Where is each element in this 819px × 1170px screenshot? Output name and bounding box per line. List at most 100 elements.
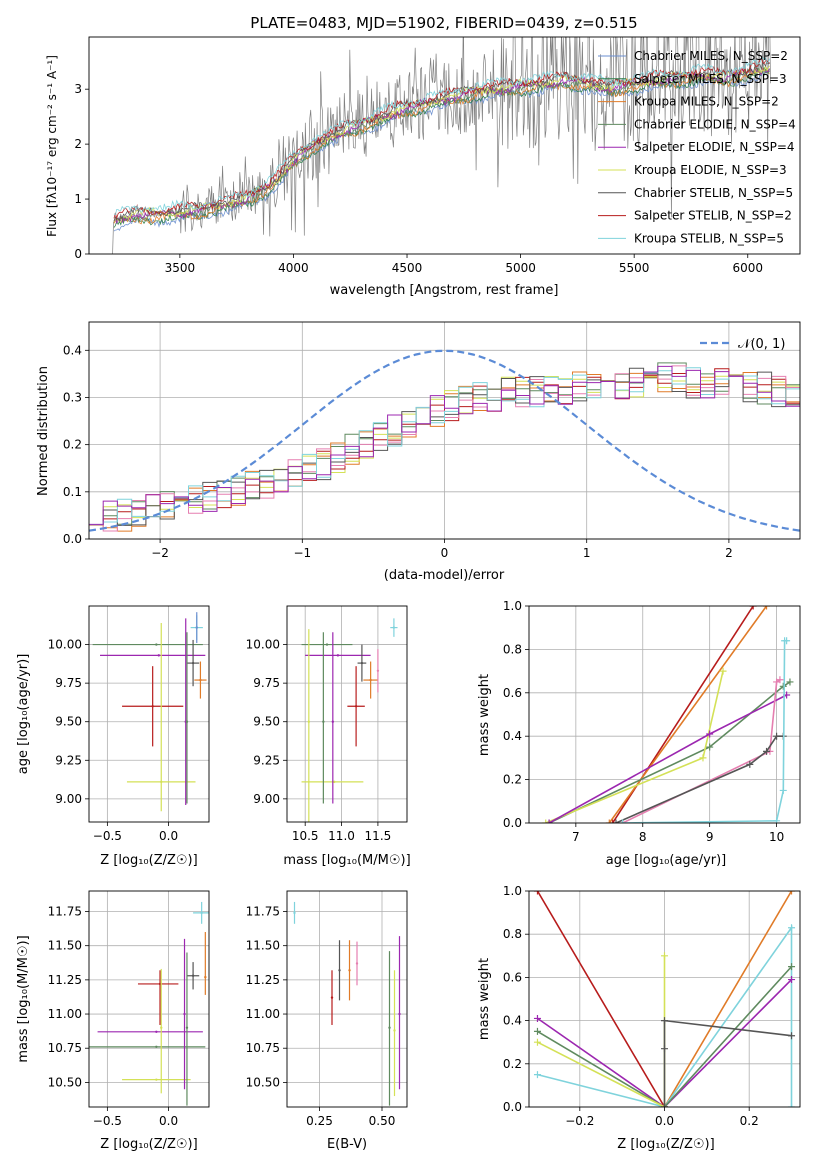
spectrum-xtick-label: 6000 [732, 261, 763, 275]
age-vs-z-ylabel: age [log₁₀(age/yr)] [16, 654, 31, 775]
age-vs-mass-point [376, 669, 380, 672]
normal-curve [89, 349, 800, 532]
residuals-ytick-label: 0.3 [63, 390, 82, 404]
weight-vs-age-marker [779, 786, 787, 794]
age-vs-mass-xtick-label: 11.0 [328, 829, 355, 843]
residuals-legend: 𝒩(0, 1) [700, 337, 785, 352]
age-vs-mass-point [322, 720, 325, 723]
mass-vs-ebv-ytick-label: 11.00 [246, 1007, 280, 1021]
age-vs-mass-point [307, 720, 311, 723]
mass-vs-z-xtick-label: 0.0 [159, 1114, 178, 1128]
mass-vs-ebv-point [348, 969, 351, 972]
weight-vs-z-frame [528, 890, 801, 1108]
age-vs-mass-ytick-label: 9.50 [253, 715, 280, 729]
mass-vs-ebv-xlabel: E(B-V) [327, 1137, 367, 1152]
mass-vs-z-ytick-label: 11.00 [48, 1007, 82, 1021]
weight-vs-z-line [536, 891, 666, 1107]
weight-vs-age-marker [773, 732, 781, 740]
age-vs-z-point [199, 678, 202, 682]
weight-vs-age-xtick-label: 10 [769, 830, 784, 844]
weight-vs-age-marker [773, 817, 781, 823]
weight-vs-z-xlabel: Z [log₁₀(Z/Z☉)] [617, 1137, 714, 1152]
residuals-xtick-label: 0 [441, 546, 449, 560]
age-vs-z-ytick-label: 9.25 [55, 753, 82, 767]
weight-vs-age-xtick-label: 9 [706, 830, 714, 844]
spectrum-panel: PLATE=0483, MJD=51902, FIBERID=0439, z=0… [45, 14, 801, 298]
mass-vs-ebv-point [355, 962, 359, 965]
mass-vs-z-point [155, 1030, 158, 1034]
weight-vs-z-line [537, 966, 793, 1107]
age-vs-mass-point [354, 705, 358, 708]
weight-vs-z-line [537, 955, 666, 1107]
weight-vs-z-xtick-label: 0.2 [740, 1114, 759, 1128]
mass-vs-ebv-ytick-label: 11.75 [246, 905, 280, 919]
mass-vs-ebv-point [338, 969, 341, 972]
weight-vs-age-marker [763, 606, 771, 610]
age-vs-z-point [155, 643, 158, 646]
weight-vs-z-marker [661, 1103, 668, 1107]
legend-label-salpeter-stelib: Salpeter STELIB, N_SSP=2 [634, 209, 792, 223]
normal-legend-label: 𝒩(0, 1) [738, 337, 785, 352]
weight-vs-age-marker [542, 819, 550, 823]
weight-vs-age-marker [776, 676, 784, 684]
residuals-panel: −2 −1 0 1 2 0.0 0.1 0.2 0.3 0.4 (data-model)/erro… [36, 321, 801, 583]
age-vs-z-point [195, 626, 198, 629]
residuals-xtick-label: −1 [293, 546, 311, 560]
spectrum-xtick-label: 5500 [619, 261, 650, 275]
weight-vs-age-marker [706, 730, 714, 738]
weight-vs-z-marker [661, 1045, 668, 1053]
weight-vs-age-marker [612, 819, 620, 823]
weight-vs-age-line [548, 681, 791, 823]
age-vs-mass-frame [286, 605, 408, 823]
model-spectrum-kroupa-stelib [113, 57, 770, 216]
weight-vs-age-ylabel: mass weight [477, 674, 492, 756]
mass-vs-z-ylabel: mass [log₁₀(M/M☉)] [16, 935, 31, 1062]
model-spectrum-salpeter-stelib [113, 58, 770, 220]
legend-label-kroupa-miles: Kroupa MILES, N_SSP=2 [634, 95, 779, 109]
weight-vs-age-marker [783, 637, 791, 645]
age-vs-z-ytick-label: 9.50 [55, 715, 82, 729]
weight-vs-z-ytick-label: 0.4 [503, 1014, 522, 1028]
spectrum-frame [88, 36, 801, 255]
mass-vs-z-point [185, 1026, 189, 1029]
weight-vs-z-panel: −0.2 0.0 0.2 0.0 0.2 0.4 0.6 0.8 1.0 Z [log₁₀(Z/… [477, 884, 801, 1152]
age-vs-z-ytick-label: 9.00 [55, 792, 82, 806]
weight-vs-z-marker [533, 891, 541, 895]
weight-vs-age-frame [528, 605, 801, 824]
age-vs-mass-xlabel: mass [log₁₀(M/M☉)] [283, 853, 410, 868]
weight-vs-z-marker [788, 1032, 796, 1040]
weight-vs-age-marker [779, 682, 787, 690]
mass-vs-z-xtick-label: −0.5 [93, 1114, 122, 1128]
residuals-xlabel: (data-model)/error [384, 568, 505, 583]
weight-vs-age-ytick-label: 0.2 [503, 773, 522, 787]
spectrum-xtick-label: 4000 [278, 261, 309, 275]
age-vs-z-xtick-label: 0.0 [159, 829, 178, 843]
mass-vs-z-point [204, 975, 207, 979]
mass-vs-z-ytick-label: 11.75 [48, 905, 82, 919]
age-vs-z-point [160, 780, 163, 784]
age-vs-mass-point [336, 654, 340, 657]
mass-vs-z-ytick-label: 10.75 [48, 1041, 82, 1055]
age-vs-mass-ytick-label: 9.00 [253, 792, 280, 806]
weight-vs-z-ytick-label: 0.2 [503, 1057, 522, 1071]
weight-vs-age-ytick-label: 0.4 [503, 729, 522, 743]
age-vs-mass-point [325, 643, 329, 646]
mass-vs-z-xlabel: Z [log₁₀(Z/Z☉)] [100, 1137, 197, 1152]
mass-vs-z-point [158, 982, 162, 986]
histogram-salpeter-elodie [89, 365, 800, 525]
mass-vs-ebv-point [330, 996, 334, 999]
legend-label-chabrier-elodie: Chabrier ELODIE, N_SSP=4 [634, 117, 796, 131]
weight-vs-age-xtick-label: 7 [572, 830, 580, 844]
mass-vs-ebv-ytick-label: 11.25 [246, 973, 280, 987]
mass-vs-ebv-ytick-label: 10.50 [246, 1075, 280, 1089]
weight-vs-z-marker [788, 976, 796, 984]
weight-vs-age-marker [609, 819, 617, 823]
weight-vs-age-marker [706, 743, 714, 751]
mass-vs-ebv-panel: 0.25 0.50 10.50 10.75 11.00 11.25 11.50 11.75 E… [246, 890, 408, 1152]
spectrum-xlabel: wavelength [Angstrom, rest frame] [330, 283, 559, 298]
age-vs-mass-point [360, 661, 364, 665]
age-vs-mass-point [392, 626, 396, 629]
mass-vs-ebv-point [293, 911, 296, 915]
weight-vs-z-marker [788, 924, 796, 932]
